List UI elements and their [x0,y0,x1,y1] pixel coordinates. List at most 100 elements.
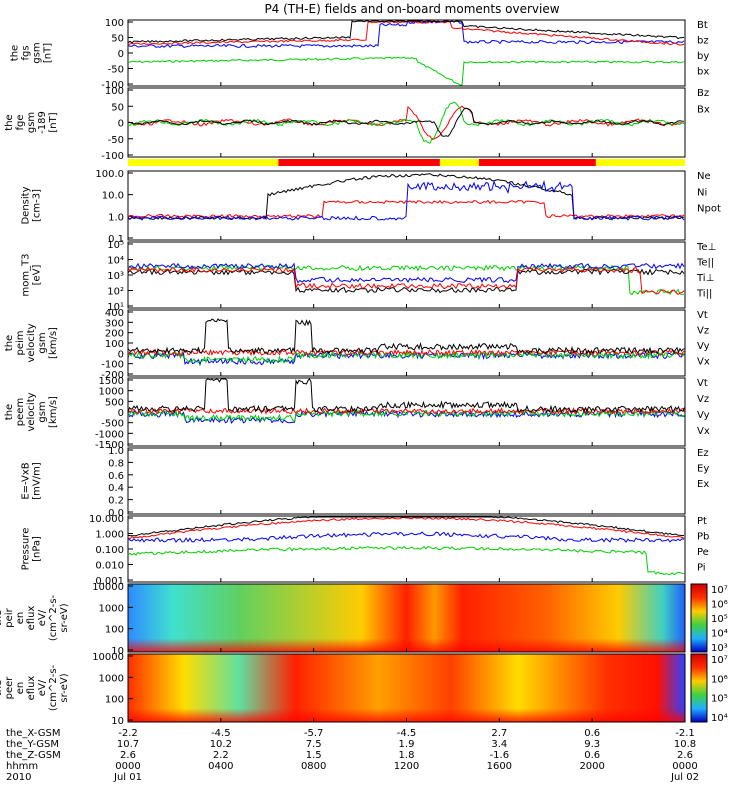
panel-peir: 10⁷ 10⁶ 10⁵ 10⁴ 10³ 10000 1000 100 10 the peir en ef… [0,582,728,657]
efield-legend-green: Ey [697,464,709,475]
fge-legend-red: Bz [697,88,709,99]
peer-ylabel-line: sr-eV) [59,673,70,702]
efield-legend-blue: Ex [697,479,709,490]
peim-ytick-label: -100 [101,360,124,371]
fgs-legend-red: bz [697,36,709,47]
xaxis-tick-value: 2.7 [491,728,507,739]
xaxis-tick-value: 7.5 [306,739,322,750]
xaxis-tick-value: 0400 [208,761,233,772]
xaxis-tick-value: 1.5 [306,750,322,761]
peir-ylabel: the peir en eflux eV/(cm^2-s-sr-eV) [0,594,70,641]
peim-series-black [127,318,685,356]
temp-ytick-label: 10¹ [107,302,124,313]
panel-temp: 10⁵ 10⁴ 10³ 10² 10¹ mom_T3 [eV] Te⊥ Te|| Ti⊥ Ti|| [21,240,717,313]
peem-series-red [127,407,685,416]
peem-ytick-label: 1000 [99,387,124,398]
efield-ylabel-line: [mV/m] [32,462,43,500]
pressure-ytick-label: 0.001 [95,576,124,587]
peim-ytick-label: 300 [105,318,124,329]
mode-segment [278,159,440,166]
peem-series-green [127,409,685,423]
peim-ylabel-line: peim [15,330,26,355]
peim-ytick-label: -200 [101,370,124,381]
peir-colorbar [690,583,708,653]
peer-colorbar-tick: 10⁴ [711,713,728,724]
xaxis-tick-value: 0000 [672,761,697,772]
peir-colorbar-tick: 10⁷ [711,585,728,596]
xaxis-row-label: the_Z-GSM [6,750,61,761]
temp-ytick-label: 10² [107,287,124,298]
efield-ylabel: E=-VxB [mV/m] [21,462,43,500]
peim-ylabel-line: velocity [26,323,37,362]
fgs-ylabel-line: gsm [32,42,43,63]
fge-ytick-label: -100 [101,151,124,162]
pressure-series-black [127,516,685,537]
peir-colorbar-tick: 10⁴ [711,629,728,640]
peim-ylabel-line: the [4,335,15,351]
peer-colorbar-tick: 10⁶ [711,674,728,685]
xaxis-tick-value: 1.8 [399,750,415,761]
peim-ylabel: the peim velocity gsm [km/s] [4,323,59,362]
xaxis-row-label: 2010 [6,772,31,783]
xaxis-tick-value: 0.6 [584,728,600,739]
peim-ylabel-line: [km/s] [48,327,59,359]
xaxis-tick-value: -1.6 [490,750,510,761]
temp-ylabel-line: mom_T3 [21,253,32,296]
density-series-blue [127,179,685,221]
density-ytick-label: 0.1 [108,234,124,245]
peer-ytick-label: 100 [105,695,124,706]
peir-ylabel-line: eflux [26,606,37,631]
pressure-ylabel-line: [nPa] [32,536,43,562]
peer-ylabel-line: eV/ [37,679,48,696]
peir-ylabel-line: en [15,612,26,625]
peem-ylabel-line: gsm [37,401,48,422]
fge-ytick-label: -50 [108,135,124,146]
efield-ylabel-line: E=-VxB [21,462,32,499]
pressure-ylabel-line: Pressure [21,528,32,571]
temp-series-green [127,264,685,296]
fge-ylabel-line: the [4,114,15,130]
peim-ytick-label: 0 [118,349,124,360]
xaxis-tick-value: 10.2 [210,739,232,750]
pressure-series-green [127,545,685,576]
density-legend-black: Ni [697,187,707,198]
peim-legend-blue: Vx [697,357,710,368]
pressure-ytick-label: 0.100 [95,545,124,556]
temp-series-black [127,268,685,294]
xaxis-tick-value: 10.7 [117,739,139,750]
density-ylabel-line: [cm-3] [32,189,43,222]
peir-colorbar-tick: 10⁶ [711,600,728,611]
temp-plot-area [128,242,685,308]
peir-ylabel-line: eV/ [37,609,48,626]
pressure-series-blue [127,531,685,543]
peer-ylabel-line: eflux [26,676,37,701]
plot-title: P4 (TH-E) fields and on-board moments ov… [264,2,559,16]
fge-ylabel-line: fge [15,114,26,130]
peim-ytick-label: 200 [105,329,124,340]
temp-legend-blue: Ti⊥ [696,273,714,284]
fgs-ylabel-line: [nT] [43,43,54,63]
efield-plot-area [128,448,685,514]
temp-legend-black: Te|| [696,258,714,269]
pressure-series-red [127,516,685,540]
peim-legend-black: Vt [697,310,708,321]
fgs-series-black [127,20,685,44]
fge-series-black [127,107,685,137]
xaxis-tick-value: -2.1 [675,728,695,739]
peer-band [128,654,685,722]
fgs-ytick-label: 50 [111,34,124,45]
fgs-ylabel-line: the [10,45,21,61]
fgs-ylabel: the fgs gsm [nT] [10,42,54,63]
peer-colorbar [690,653,708,723]
fgs-series-blue [127,20,685,49]
efield-ytick-label: 0.2 [108,496,124,507]
peer-ylabel-line: the [0,680,4,696]
panel-density: 100.0 10.0 1.0 0.1 Density [cm-3] Ne Ni Npot [21,169,721,245]
peem-ylabel-line: [km/s] [48,396,59,428]
peer-ytick-label: 10000 [92,652,124,663]
density-legend-blue: Npot [697,204,721,215]
density-ytick-label: 100.0 [95,169,124,180]
peir-ylabel-line: the [0,610,4,626]
